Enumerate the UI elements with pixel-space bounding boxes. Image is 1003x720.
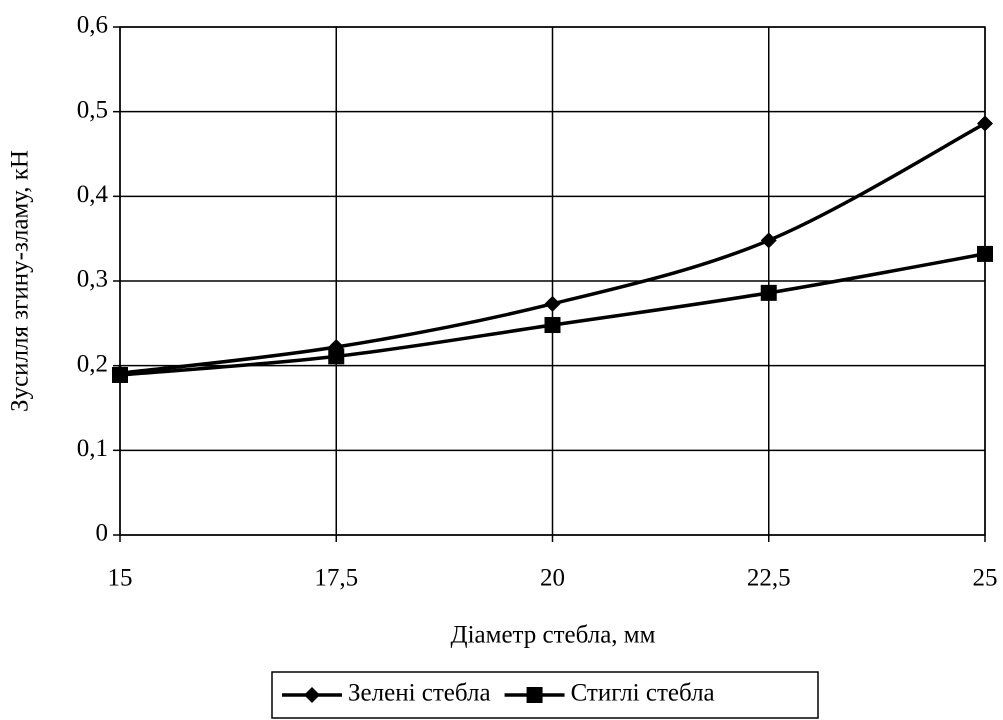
legend-box <box>271 671 819 719</box>
y-tick-label: 0,2 <box>77 350 108 377</box>
legend-label: Стиглі стебла <box>571 680 715 707</box>
data-point <box>760 284 777 301</box>
y-tick-label: 0 <box>96 520 109 547</box>
data-point <box>977 245 993 262</box>
y-tick-label: 0,5 <box>77 96 108 123</box>
x-axis-label: Діаметр стебла, мм <box>451 622 656 649</box>
data-point <box>544 317 561 334</box>
x-tick-label: 22,5 <box>747 565 791 592</box>
data-point <box>977 115 993 132</box>
data-point <box>544 295 561 312</box>
legend-marker <box>526 687 543 703</box>
y-axis-label: Зусилля згину-зламу, кН <box>7 150 34 412</box>
y-tick-label: 0,1 <box>77 435 108 462</box>
data-point <box>760 232 777 249</box>
x-tick-label: 17,5 <box>314 565 358 592</box>
legend-label: Зелені стебла <box>348 680 491 707</box>
x-tick-label: 15 <box>108 565 133 592</box>
y-tick-label: 0,6 <box>77 12 108 39</box>
data-point <box>328 348 345 365</box>
data-point <box>112 366 128 383</box>
legend-marker <box>304 687 320 703</box>
x-tick-label: 20 <box>540 565 565 592</box>
y-tick-label: 0,4 <box>77 181 109 208</box>
x-tick-label: 25 <box>973 565 998 592</box>
y-tick-label: 0,3 <box>77 266 108 293</box>
